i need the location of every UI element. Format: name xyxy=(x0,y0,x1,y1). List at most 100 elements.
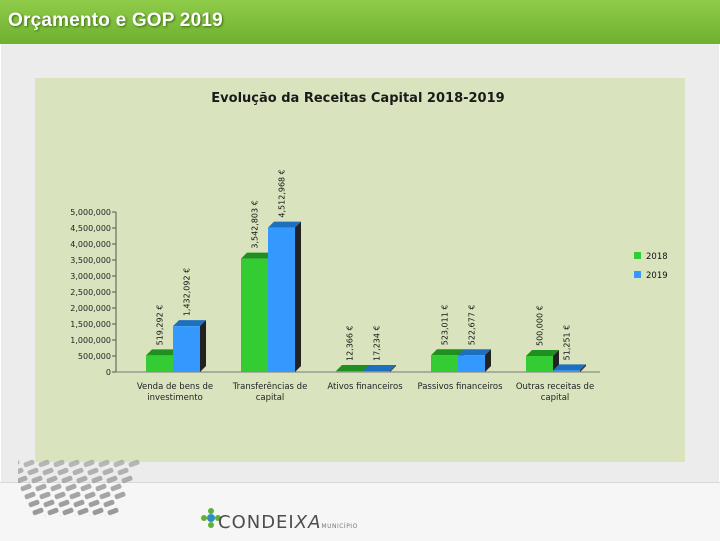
x-tick-label: capital xyxy=(541,393,570,403)
data-label-2018-3: 12,366 € xyxy=(346,325,355,361)
mosaic-tile xyxy=(65,483,77,492)
legend-swatch-2018 xyxy=(634,252,641,259)
bar-top-face xyxy=(458,349,491,356)
bar-front-face xyxy=(336,371,363,372)
mosaic-tile xyxy=(98,459,110,468)
mosaic-tile xyxy=(51,515,63,516)
mosaic-tile xyxy=(92,507,104,516)
bar-top-face xyxy=(431,349,464,356)
mosaic-tile xyxy=(36,515,48,516)
mosaic-tile xyxy=(32,507,44,516)
mosaic-tile xyxy=(81,515,93,516)
mosaic-tile xyxy=(23,459,35,468)
y-tick-label: 2,500,000 xyxy=(70,288,111,297)
mosaic-tile xyxy=(58,499,70,508)
mosaic-tile xyxy=(91,475,103,484)
bar-top-face xyxy=(173,320,206,327)
y-tick-label: 1,500,000 xyxy=(70,320,111,329)
bar-side-face xyxy=(485,349,491,372)
chart-background xyxy=(35,78,685,462)
mosaic-tile xyxy=(50,483,62,492)
data-label-2018-2: 3,542,803 € xyxy=(251,200,260,248)
bar-top-face xyxy=(526,350,559,356)
mosaic-tile xyxy=(66,515,78,516)
mosaic-tile xyxy=(54,491,66,500)
data-label-2019-2: 4,512,968 € xyxy=(278,169,287,217)
mosaic-tile xyxy=(102,467,114,476)
bar-front-face xyxy=(526,356,553,372)
brand-name-a: CONDEI xyxy=(218,512,295,533)
brand-logo: CONDEIXAMUNICÍPIO xyxy=(218,512,358,533)
mosaic-tile xyxy=(80,483,92,492)
mosaic-tile xyxy=(18,475,28,484)
data-label-2018-4: 523,011 € xyxy=(441,305,450,346)
bar-front-face xyxy=(241,258,268,372)
mosaic-tile xyxy=(114,491,126,500)
mosaic-tile xyxy=(99,491,111,500)
legend-label-2018: 2018 xyxy=(646,252,668,262)
bar-side-face xyxy=(580,364,586,372)
x-tick-label: Ativos financeiros xyxy=(327,382,403,392)
mosaic-tile xyxy=(87,467,99,476)
y-tick-label: 0 xyxy=(106,368,111,377)
mosaic-tile xyxy=(88,499,100,508)
y-tick-label: 3,500,000 xyxy=(70,256,111,265)
mosaic-tile xyxy=(121,475,133,484)
brand-suffix: MUNICÍPIO xyxy=(321,523,358,530)
mosaic-tile xyxy=(42,467,54,476)
y-tick-label: 1,000,000 xyxy=(70,336,111,345)
x-tick-label: Outras receitas de xyxy=(516,382,594,392)
mosaic-tile xyxy=(106,475,118,484)
bar-2019-3 xyxy=(363,365,396,372)
bar-front-face xyxy=(431,355,458,372)
mosaic-tile xyxy=(20,483,32,492)
bar-front-face xyxy=(553,370,580,372)
x-tick-label: Venda de bens de xyxy=(137,382,213,392)
data-label-2019-5: 51,251 € xyxy=(563,325,572,361)
bar-2018-5 xyxy=(526,350,559,372)
y-tick-label: 4,500,000 xyxy=(70,224,111,233)
mosaic-tile xyxy=(39,491,51,500)
bar-side-face xyxy=(295,221,301,372)
brand-name-b: XA xyxy=(294,512,322,533)
x-tick-label: Passivos financeiros xyxy=(417,382,503,392)
mosaic-tile xyxy=(31,475,43,484)
bar-top-face xyxy=(268,221,301,228)
mosaic-tile xyxy=(73,499,85,508)
mosaic-tile xyxy=(113,459,125,468)
bar-2019-1 xyxy=(173,320,206,372)
mosaic-tile xyxy=(83,459,95,468)
y-tick-label: 2,000,000 xyxy=(70,304,111,313)
x-tick-label: capital xyxy=(256,393,285,403)
bar-front-face xyxy=(363,371,390,372)
legend-swatch-2019 xyxy=(634,271,641,278)
mosaic-tile xyxy=(110,483,122,492)
y-tick-label: 500,000 xyxy=(78,352,111,361)
mosaic-tile xyxy=(76,475,88,484)
bar-front-face xyxy=(268,227,295,372)
data-label-2019-3: 17,234 € xyxy=(373,325,382,361)
mosaic-tile xyxy=(62,507,74,516)
mosaic-tile xyxy=(69,491,81,500)
bar-top-face xyxy=(363,365,396,371)
data-label-2019-1: 1,432,092 € xyxy=(183,268,192,316)
slide-title: Orçamento e GOP 2019 xyxy=(8,10,223,31)
y-tick-label: 4,000,000 xyxy=(70,240,111,249)
bar-top-face xyxy=(146,349,179,356)
mosaic-tile xyxy=(53,459,65,468)
mosaic-tile xyxy=(24,491,36,500)
mosaic-tile xyxy=(117,467,129,476)
x-tick-label: Transferências de xyxy=(232,381,308,392)
mosaic-tile xyxy=(95,483,107,492)
data-label-2018-5: 500,000 € xyxy=(536,305,545,346)
y-tick-label: 3,000,000 xyxy=(70,272,111,281)
mosaic-tile xyxy=(84,491,96,500)
mosaic-tile xyxy=(128,459,140,468)
bar-2019-2 xyxy=(268,221,301,372)
mosaic-tile xyxy=(46,475,58,484)
bar-side-face xyxy=(200,320,206,372)
mosaic-tile xyxy=(28,499,40,508)
bar-front-face xyxy=(146,355,173,372)
bar-front-face xyxy=(173,326,200,372)
mosaic-tile xyxy=(72,467,84,476)
